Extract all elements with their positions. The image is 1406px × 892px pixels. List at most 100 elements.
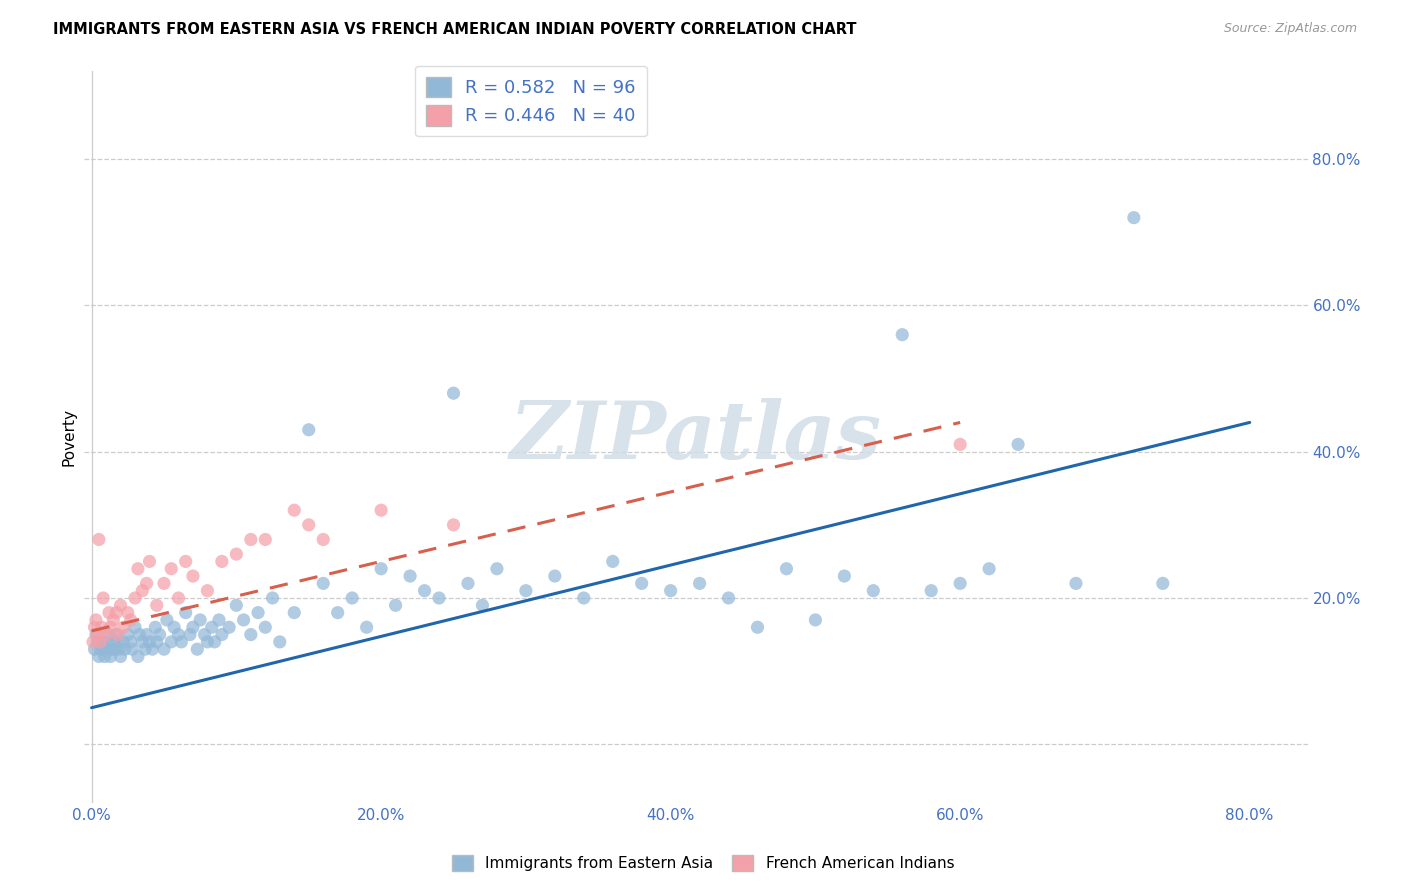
Legend: R = 0.582   N = 96, R = 0.446   N = 40: R = 0.582 N = 96, R = 0.446 N = 40 (415, 66, 647, 136)
Point (891, 327, 914, 342)
Point (160, 562, 183, 576)
Point (443, 517, 465, 532)
Point (544, 569, 567, 583)
Point (83, 642, 105, 657)
Point (105, 627, 128, 641)
Point (326, 606, 349, 620)
Point (91, 591, 114, 605)
Point (145, 635, 167, 649)
Point (920, 583, 942, 598)
Point (98, 606, 121, 620)
Point (124, 620, 146, 634)
Point (193, 627, 215, 641)
Point (82, 635, 104, 649)
Point (298, 517, 321, 532)
Point (201, 620, 224, 634)
Point (93, 649, 115, 664)
Point (181, 620, 204, 634)
Point (197, 583, 219, 598)
Point (156, 613, 179, 627)
Point (90, 620, 112, 634)
Point (114, 642, 136, 657)
Point (1007, 437, 1029, 451)
Point (689, 576, 711, 591)
Point (949, 576, 972, 591)
Point (128, 627, 150, 641)
Text: IMMIGRANTS FROM EASTERN ASIA VS FRENCH AMERICAN INDIAN POVERTY CORRELATION CHART: IMMIGRANTS FROM EASTERN ASIA VS FRENCH A… (53, 22, 856, 37)
Point (170, 635, 193, 649)
Point (98, 627, 121, 641)
Point (153, 576, 176, 591)
Point (143, 620, 166, 634)
Point (384, 599, 406, 613)
Point (340, 591, 363, 605)
Point (949, 437, 972, 451)
Point (239, 533, 262, 547)
Point (211, 554, 233, 568)
Point (84, 627, 107, 641)
Point (167, 591, 190, 605)
Point (254, 620, 277, 634)
Point (572, 591, 595, 605)
Point (105, 606, 128, 620)
Point (83, 620, 105, 634)
Point (186, 642, 208, 657)
Point (298, 423, 321, 437)
Point (370, 503, 392, 517)
Point (145, 599, 167, 613)
Point (413, 583, 436, 598)
Point (356, 620, 378, 634)
Point (94, 635, 117, 649)
Point (121, 642, 143, 657)
Point (108, 642, 131, 657)
Point (120, 613, 142, 627)
Point (659, 583, 682, 598)
Point (218, 620, 240, 634)
Point (153, 642, 176, 657)
Point (163, 620, 186, 634)
Point (174, 554, 197, 568)
Point (86, 635, 108, 649)
Point (247, 606, 270, 620)
Point (103, 613, 125, 627)
Point (312, 576, 335, 591)
Point (208, 613, 231, 627)
Y-axis label: Poverty: Poverty (60, 408, 76, 467)
Point (204, 635, 226, 649)
Point (167, 627, 190, 641)
Point (232, 613, 254, 627)
Point (103, 635, 125, 649)
Point (127, 649, 149, 664)
Point (110, 649, 132, 664)
Point (515, 583, 537, 598)
Point (124, 591, 146, 605)
Point (197, 635, 219, 649)
Point (107, 627, 129, 641)
Point (131, 583, 153, 598)
Point (283, 606, 305, 620)
Point (179, 627, 201, 641)
Point (120, 635, 142, 649)
Point (471, 599, 494, 613)
Point (149, 627, 172, 641)
Text: ZIPatlas: ZIPatlas (510, 399, 882, 475)
Point (485, 562, 508, 576)
Point (112, 635, 135, 649)
Point (443, 386, 465, 401)
Point (127, 562, 149, 576)
Point (89, 642, 111, 657)
Point (100, 620, 122, 634)
Point (141, 642, 163, 657)
Point (283, 503, 305, 517)
Point (117, 627, 139, 641)
Point (370, 562, 392, 576)
Point (138, 554, 160, 568)
Point (131, 635, 153, 649)
Point (630, 576, 652, 591)
Point (862, 583, 884, 598)
Point (107, 635, 129, 649)
Point (160, 635, 183, 649)
Point (1122, 211, 1144, 225)
Point (181, 569, 204, 583)
Point (101, 642, 124, 657)
